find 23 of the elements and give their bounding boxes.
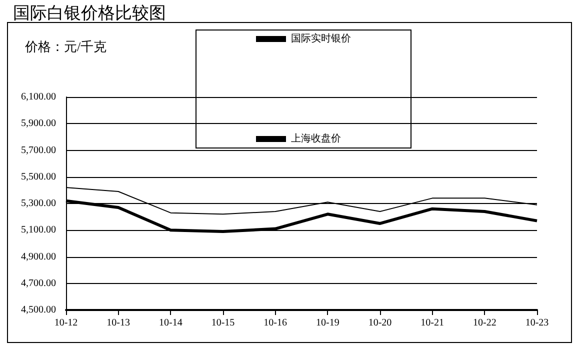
y-tick-label: 5,500.00 (21, 171, 56, 182)
x-tick-label: 10-13 (106, 318, 130, 328)
y-tick-label: 6,100.00 (21, 92, 56, 102)
y-tick-label: 5,900.00 (21, 118, 56, 130)
chart-title: 国际白银价格比较图 (13, 4, 166, 24)
y-tick-label: 4,700.00 (21, 278, 56, 289)
y-axis-title: 价格：元/千克 (24, 39, 107, 54)
x-tick-label: 10-21 (420, 318, 444, 328)
legend-label: 上海收盘价 (291, 132, 341, 144)
x-tick-label: 10-23 (525, 318, 549, 328)
x-tick-label: 10-16 (264, 318, 288, 328)
y-tick-label: 4,500.00 (21, 304, 56, 316)
x-tick-label: 10-14 (158, 318, 182, 328)
x-tick-label: 10-22 (472, 318, 496, 328)
legend-label: 国际实时银价 (291, 32, 351, 44)
x-tick-label: 10-12 (54, 318, 78, 328)
y-tick-label: 4,900.00 (21, 251, 56, 262)
y-tick-label: 5,700.00 (21, 144, 56, 156)
x-tick-label: 10-15 (211, 318, 235, 328)
y-tick-label: 5,300.00 (21, 198, 56, 209)
x-tick-label: 10-20 (368, 318, 392, 328)
y-tick-label: 5,100.00 (21, 224, 56, 236)
x-tick-label: 10-19 (316, 318, 340, 328)
